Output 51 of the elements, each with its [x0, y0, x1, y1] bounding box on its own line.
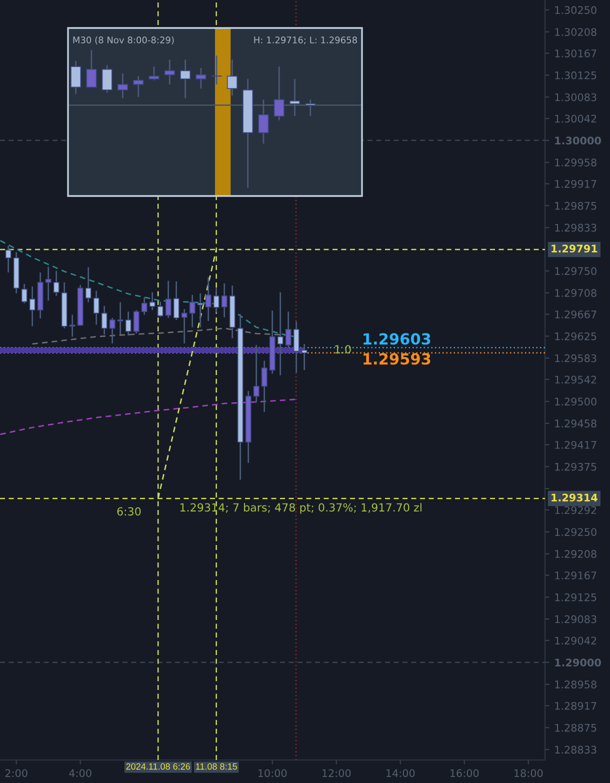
y-tick-label: 1.29625 [555, 332, 596, 340]
x-tick-label: 12:00 [322, 769, 351, 778]
x-tick-label: 10:00 [258, 769, 287, 778]
y-tick-label: 1.29375 [555, 462, 596, 471]
y-tick-label: 1.28958 [555, 680, 596, 688]
y-tick-label: 1.29000 [555, 658, 601, 666]
y-tick-label: 1.29083 [555, 615, 596, 624]
annotation: H: 1.29716; L: 1.29658 [254, 36, 357, 44]
chart-title: M30 (8 Nov 8:00-8:29) [73, 36, 174, 44]
ref-line-label: 2024.11.08 6:26 [126, 763, 190, 770]
y-tick-label: 1.28875 [555, 724, 596, 732]
y-tick-label: 1.29833 [555, 224, 596, 232]
y-tick-label: 1.29250 [555, 528, 596, 536]
y-tick-label: 1.30083 [555, 93, 596, 102]
x-tick-label: 16:00 [450, 769, 479, 778]
y-tick-label: 1.29750 [555, 267, 596, 276]
y-tick-label: 1.29667 [555, 310, 596, 318]
x-tick-label: 4:00 [69, 769, 92, 778]
y-tick-label: 1.30042 [555, 114, 596, 123]
ref-line-label: 1.29791 [552, 244, 598, 253]
y-tick-label: 1.29500 [555, 398, 596, 406]
y-tick-label: 1.29958 [555, 158, 596, 166]
y-tick-label: 1.29167 [555, 571, 596, 580]
y-tick-label: 1.29708 [555, 289, 596, 297]
annotation: 1.0 [335, 345, 351, 354]
y-tick-label: 1.29208 [555, 550, 596, 558]
y-tick-label: 1.29875 [555, 202, 596, 210]
x-tick-label: 18:00 [514, 769, 543, 778]
annotation: 1.29314; 7 bars; 478 pt; 0.37%; 1,917.70 zl [180, 503, 422, 514]
y-tick-label: 1.29583 [555, 354, 596, 362]
y-tick-label: 1.30250 [555, 6, 596, 14]
y-tick-label: 1.29042 [555, 636, 596, 645]
ref-line-label: 1.29603 [364, 333, 430, 345]
y-tick-label: 1.30000 [555, 136, 601, 145]
y-tick-label: 1.29542 [555, 376, 596, 384]
y-tick-label: 1.29917 [555, 180, 596, 188]
y-tick-label: 1.28833 [555, 746, 596, 754]
y-tick-label: 1.29458 [555, 420, 596, 428]
annotation: 6:30 [117, 507, 141, 516]
y-tick-label: 1.29125 [555, 593, 596, 602]
y-tick-label: 1.30208 [555, 28, 596, 36]
y-tick-label: 1.30167 [555, 49, 596, 58]
y-tick-label: 1.29292 [555, 506, 596, 514]
x-tick-label: 14:00 [386, 769, 415, 778]
y-tick-label: 1.28917 [555, 702, 596, 710]
ref-line-label: 11.08 8:15 [196, 763, 237, 770]
x-tick-label: 2:00 [5, 769, 28, 778]
ref-line-label: 1.29314 [552, 494, 598, 502]
y-tick-label: 1.29417 [555, 440, 596, 449]
y-tick-label: 1.30125 [555, 71, 596, 80]
ref-line-label: 1.29593 [364, 353, 430, 365]
